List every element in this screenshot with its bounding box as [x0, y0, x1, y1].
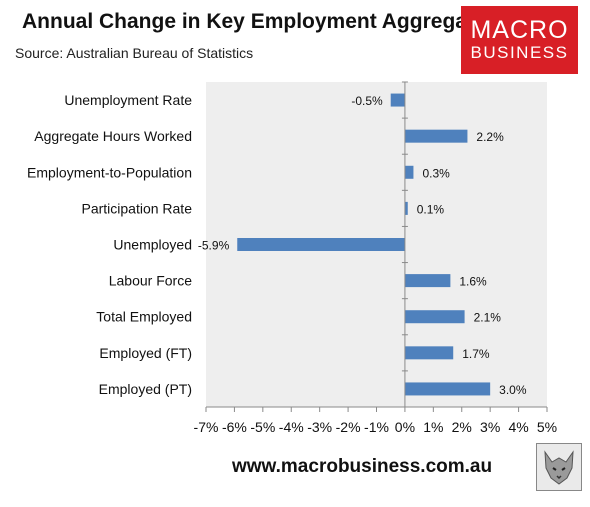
category-label: Unemployment Rate — [64, 92, 192, 108]
x-tick-label: -2% — [336, 419, 361, 435]
x-tick-label: 4% — [508, 419, 528, 435]
category-label: Aggregate Hours Worked — [34, 128, 192, 144]
bar — [237, 238, 405, 251]
bar — [404, 201, 408, 215]
category-label: Employment-to-Population — [27, 164, 192, 180]
chart-title: Annual Change in Key Employment Aggregat… — [22, 10, 498, 33]
category-label: Unemployed — [113, 237, 192, 253]
data-label: 0.3% — [422, 166, 450, 180]
x-tick-label: -5% — [250, 419, 275, 435]
data-label: 2.2% — [476, 130, 504, 144]
data-label: 1.6% — [459, 275, 487, 289]
chart-subtitle: Source: Australian Bureau of Statistics — [15, 45, 254, 61]
data-label: -5.9% — [198, 239, 230, 253]
bar — [404, 382, 491, 396]
x-tick-label: 2% — [452, 419, 472, 435]
x-tick-label: -3% — [307, 419, 332, 435]
x-tick-label: -4% — [279, 419, 304, 435]
bar — [404, 165, 414, 179]
data-label: 0.1% — [417, 202, 445, 216]
bar — [404, 274, 451, 288]
data-label: 3.0% — [499, 383, 527, 397]
logo-line-2: BUSINESS — [470, 43, 569, 62]
data-label: 1.7% — [462, 347, 490, 361]
x-tick-label: -6% — [222, 419, 247, 435]
data-label: 2.1% — [474, 311, 502, 325]
category-label: Employed (FT) — [99, 345, 192, 361]
category-label: Participation Rate — [81, 200, 192, 216]
x-tick-label: 0% — [395, 419, 415, 435]
website-footer: www.macrobusiness.com.au — [232, 456, 493, 477]
category-label: Total Employed — [96, 309, 192, 325]
x-tick-label: 3% — [480, 419, 500, 435]
bar — [404, 129, 468, 143]
x-tick-label: -1% — [364, 419, 389, 435]
bar — [404, 346, 454, 360]
bar — [390, 93, 405, 107]
category-label: Employed (PT) — [99, 381, 192, 397]
logo-line-1: MACRO — [470, 16, 569, 44]
macrobusiness-logo: MACRO BUSINESS — [461, 6, 578, 74]
x-tick-label: -7% — [194, 419, 219, 435]
category-label: Labour Force — [109, 273, 192, 289]
x-tick-label: 1% — [423, 419, 443, 435]
bar — [404, 310, 465, 324]
wolf-icon — [536, 443, 582, 491]
x-tick-label: 5% — [537, 419, 557, 435]
data-label: -0.5% — [351, 94, 383, 108]
